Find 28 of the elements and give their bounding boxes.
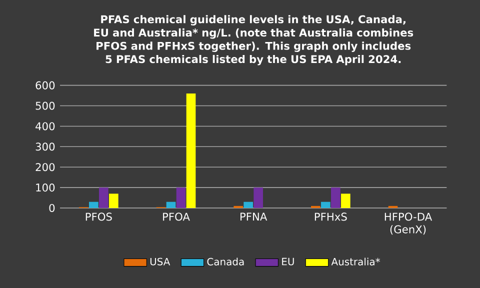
y-tick-label: 600	[36, 81, 55, 90]
y-tick-label: 200	[36, 163, 55, 172]
legend-label: Canada	[207, 258, 244, 266]
bar	[166, 202, 176, 208]
bar	[109, 194, 118, 208]
y-tick-label: 100	[36, 184, 55, 192]
bar	[244, 202, 253, 208]
x-tick-label: PFHxS	[314, 212, 347, 221]
x-tick-label: PFOS	[86, 212, 112, 221]
x-tick-label: PFOA	[163, 212, 190, 221]
chart-title: PFAS chemical guideline levels in the USA, Canada, EU and Australia* ng/L. (note that Australia combines PFOS and PFHxS together). This graph only includes 5 PFAS chemicals listed by the US EPA April 2024.	[94, 15, 414, 66]
x-tick-label: HFPO-DA (GenX)	[384, 212, 432, 235]
bar	[186, 94, 196, 208]
bar	[176, 188, 186, 208]
legend-label: EU	[282, 258, 294, 266]
y-tick-label: 500	[36, 102, 55, 110]
legend-label: Australia*	[331, 258, 380, 266]
bar	[99, 188, 108, 208]
bar	[341, 194, 350, 208]
bar	[89, 202, 98, 208]
x-tick-label: PFNA	[240, 212, 268, 220]
bar	[321, 202, 330, 208]
bar	[254, 188, 263, 208]
y-tick-label: 400	[36, 122, 55, 130]
bar	[331, 188, 340, 208]
y-tick-label: 0	[49, 204, 55, 212]
y-tick-label: 300	[36, 142, 55, 151]
legend-label: USA	[150, 258, 170, 266]
